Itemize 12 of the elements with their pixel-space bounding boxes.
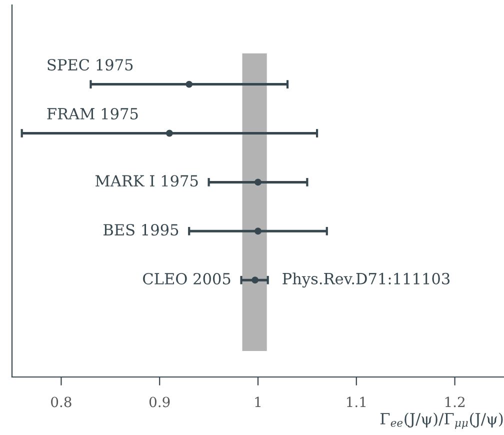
annotation: Phys.Rev.D71:111103: [282, 272, 450, 288]
x-tick-label: 1.2: [445, 396, 464, 408]
x-tick-label: 0.9: [149, 396, 170, 408]
x-tick-label: 0.8: [51, 396, 72, 408]
x-tick-label: 1: [255, 396, 260, 407]
y-tick-label: FRAM 1975: [47, 108, 138, 120]
x-tick-label: 1.1: [347, 396, 366, 408]
x-axis-title: Γ$_{ee}$(J/ψ)/Γ$_{μμ}$(J/ψ): [380, 412, 503, 429]
y-tick-label: MARK I 1975: [96, 175, 198, 187]
y-tick-label: SPEC 1975: [48, 59, 133, 71]
y-tick-label: BES 1995: [104, 224, 178, 236]
y-tick-label: CLEO 2005: [143, 272, 230, 285]
